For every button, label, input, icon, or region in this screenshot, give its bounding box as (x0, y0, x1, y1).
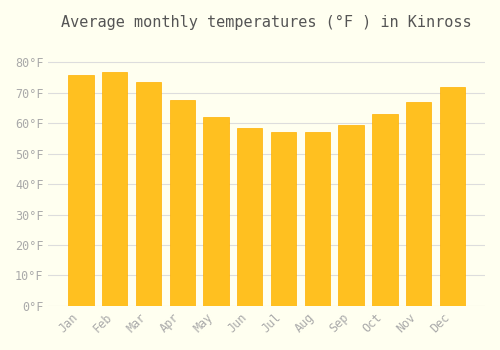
Bar (304, 132, 330, 306)
Bar (136, 82, 161, 306)
Bar (204, 117, 229, 306)
Bar (170, 100, 195, 306)
Bar (338, 125, 364, 306)
Bar (271, 132, 296, 306)
Bar (237, 128, 262, 306)
Bar (372, 114, 398, 306)
Bar (440, 87, 465, 306)
Title: Average monthly temperatures (°F ) in Kinross: Average monthly temperatures (°F ) in Ki… (62, 15, 472, 30)
Bar (406, 102, 431, 306)
Bar (68, 75, 94, 306)
Bar (102, 72, 128, 306)
